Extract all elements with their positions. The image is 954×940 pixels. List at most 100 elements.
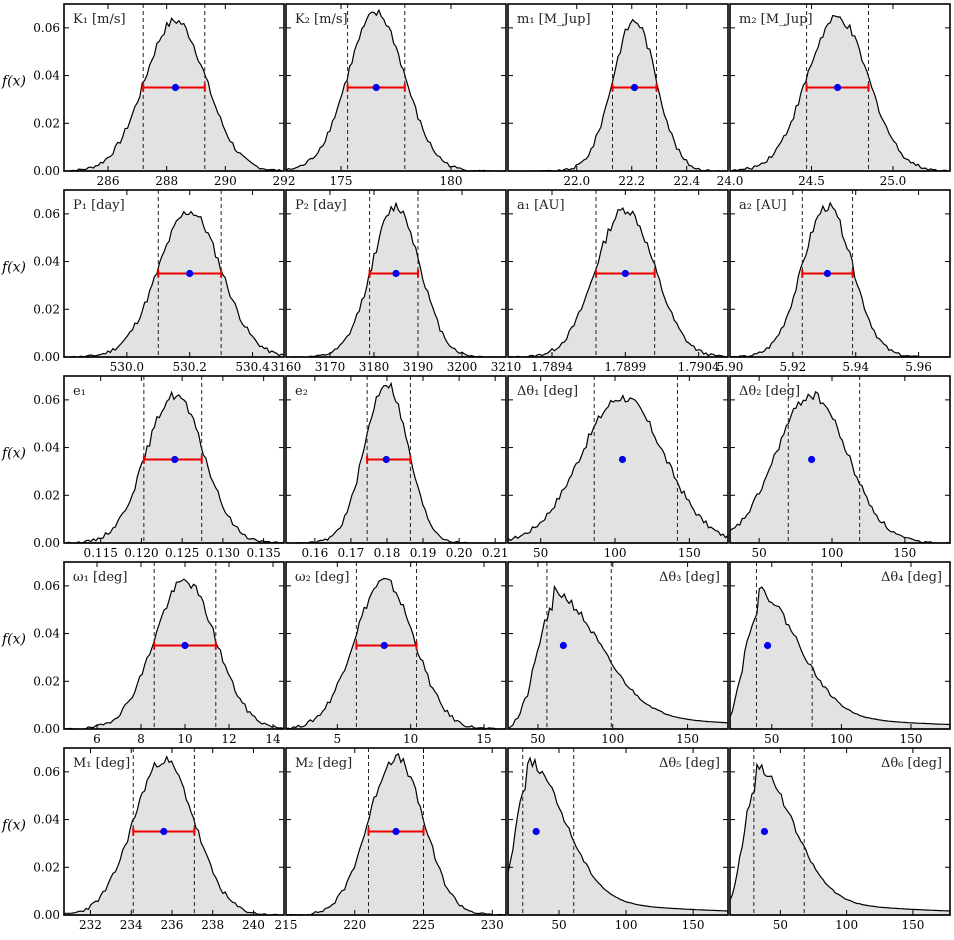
x-tick-label: 22.0	[563, 174, 590, 188]
median-point	[171, 83, 180, 92]
panel-frame	[285, 3, 507, 172]
y-axis-label: f(x)	[1, 74, 26, 90]
x-tick-label: 10	[403, 732, 418, 746]
posterior-density	[63, 578, 285, 730]
y-tick-label: 0.06	[33, 21, 60, 35]
x-tick-label: 3210	[491, 360, 522, 374]
y-tick-label: 0.00	[33, 722, 60, 736]
panel-20: 50 100 150 Δθ₆ [deg]	[729, 747, 951, 932]
panel-frame	[285, 561, 507, 730]
panel-frame	[729, 375, 951, 544]
x-tick-label: 100	[615, 918, 638, 932]
y-tick-label: 0.02	[33, 302, 60, 316]
x-tick-label: 50	[533, 546, 548, 560]
x-tick-label: 150	[682, 918, 705, 932]
y-tick-label: 0.04	[33, 255, 60, 269]
y-tick-label: 0.06	[33, 207, 60, 221]
x-tick-label: 150	[901, 918, 924, 932]
x-tick-label: 3160	[271, 360, 302, 374]
median-point	[621, 269, 629, 278]
x-tick-label: 5.96	[905, 360, 932, 374]
y-axis-label: f(x)	[1, 446, 26, 462]
panel-4: 24.0 24.5 25.0 m₂ [M_Jup]	[717, 3, 951, 188]
panel-frame	[507, 3, 729, 172]
panel-label: Δθ₄ [deg]	[881, 570, 942, 585]
x-tick-label: 0.16	[301, 546, 328, 560]
x-tick-label: 150	[893, 546, 916, 560]
x-tick-label: 6	[93, 732, 101, 746]
x-tick-label: 292	[273, 174, 296, 188]
x-tick-label: 0.130	[206, 546, 240, 560]
x-tick-label: 220	[343, 918, 366, 932]
panel-label: K₂ [m/s]	[295, 12, 348, 27]
posterior-density	[507, 394, 729, 544]
median-point	[181, 641, 189, 650]
y-tick-label: 0.06	[33, 765, 60, 779]
x-tick-label: 14	[265, 732, 281, 746]
median-point	[392, 269, 400, 278]
median-point	[380, 641, 388, 650]
panel-14: 5 10 15 ω₂ [deg]	[285, 561, 507, 746]
x-tick-label: 1.7899	[604, 360, 646, 374]
x-tick-label: 100	[601, 732, 624, 746]
x-tick-label: 3190	[403, 360, 434, 374]
median-point	[392, 827, 400, 836]
y-tick-label: 0.00	[33, 350, 60, 364]
y-tick-label: 0.02	[33, 488, 60, 502]
panel-frame	[507, 189, 729, 358]
y-tick-label: 0.04	[33, 627, 60, 641]
x-tick-label: 1.7894	[531, 360, 573, 374]
panel-5: 0.00 0.02 0.04 0.06 530.0 530.2 530.4 P₁ [day] f…	[1, 189, 285, 374]
x-tick-label: 3170	[315, 360, 346, 374]
panel-label: ω₂ [deg]	[295, 570, 349, 585]
x-tick-label: 0.18	[374, 546, 401, 560]
x-tick-label: 238	[201, 918, 224, 932]
x-tick-label: 5.90	[717, 360, 744, 374]
posterior-density	[507, 584, 729, 730]
panel-16: 50 100 150 Δθ₄ [deg]	[729, 561, 951, 746]
x-tick-label: 234	[120, 918, 143, 932]
panel-label: P₁ [day]	[73, 198, 125, 213]
panel-label: M₁ [deg]	[73, 756, 130, 771]
median-point	[171, 455, 179, 464]
panel-label: m₁ [M_Jup]	[517, 12, 591, 27]
median-point	[760, 827, 769, 836]
panel-label: a₁ [AU]	[517, 198, 565, 213]
panel-label: ω₁ [deg]	[73, 570, 127, 585]
x-tick-label: 24.0	[717, 174, 744, 188]
x-tick-label: 288	[155, 174, 178, 188]
panel-frame	[507, 747, 729, 916]
posterior-density	[285, 8, 507, 172]
y-tick-label: 0.02	[33, 860, 60, 874]
x-tick-label: 215	[275, 918, 298, 932]
x-tick-label: 0.20	[446, 546, 473, 560]
panel-frame	[729, 189, 951, 358]
x-tick-label: 100	[604, 546, 627, 560]
panel-frame	[285, 189, 507, 358]
x-tick-label: 530.0	[110, 360, 144, 374]
panel-label: a₂ [AU]	[739, 198, 787, 213]
y-tick-label: 0.02	[33, 674, 60, 688]
panel-18: 215 220 225 230 M₂ [deg]	[275, 747, 507, 932]
x-tick-label: 25.0	[880, 174, 907, 188]
panel-label: Δθ₅ [deg]	[659, 756, 720, 771]
panel-frame	[63, 3, 285, 172]
posterior-density	[286, 381, 506, 544]
x-tick-label: 5.94	[842, 360, 869, 374]
panel-label: e₂	[295, 384, 308, 399]
y-tick-label: 0.04	[33, 69, 60, 83]
x-tick-label: 0.21	[482, 546, 509, 560]
panel-19: 50 100 150 Δθ₅ [deg]	[507, 747, 729, 932]
x-tick-label: 5.92	[779, 360, 806, 374]
panel-17: 0.00 0.02 0.04 0.06 232 234 236 238 240 M₁ [deg] f…	[1, 747, 285, 932]
panel-label: K₁ [m/s]	[73, 12, 126, 27]
median-point	[763, 641, 772, 650]
x-tick-label: 100	[835, 918, 858, 932]
x-tick-label: 1.7904	[678, 360, 720, 374]
x-tick-label: 286	[97, 174, 120, 188]
posterior-density	[63, 210, 285, 358]
x-tick-label: 230	[481, 918, 504, 932]
x-tick-label: 22.4	[673, 174, 700, 188]
y-tick-label: 0.04	[33, 813, 60, 827]
